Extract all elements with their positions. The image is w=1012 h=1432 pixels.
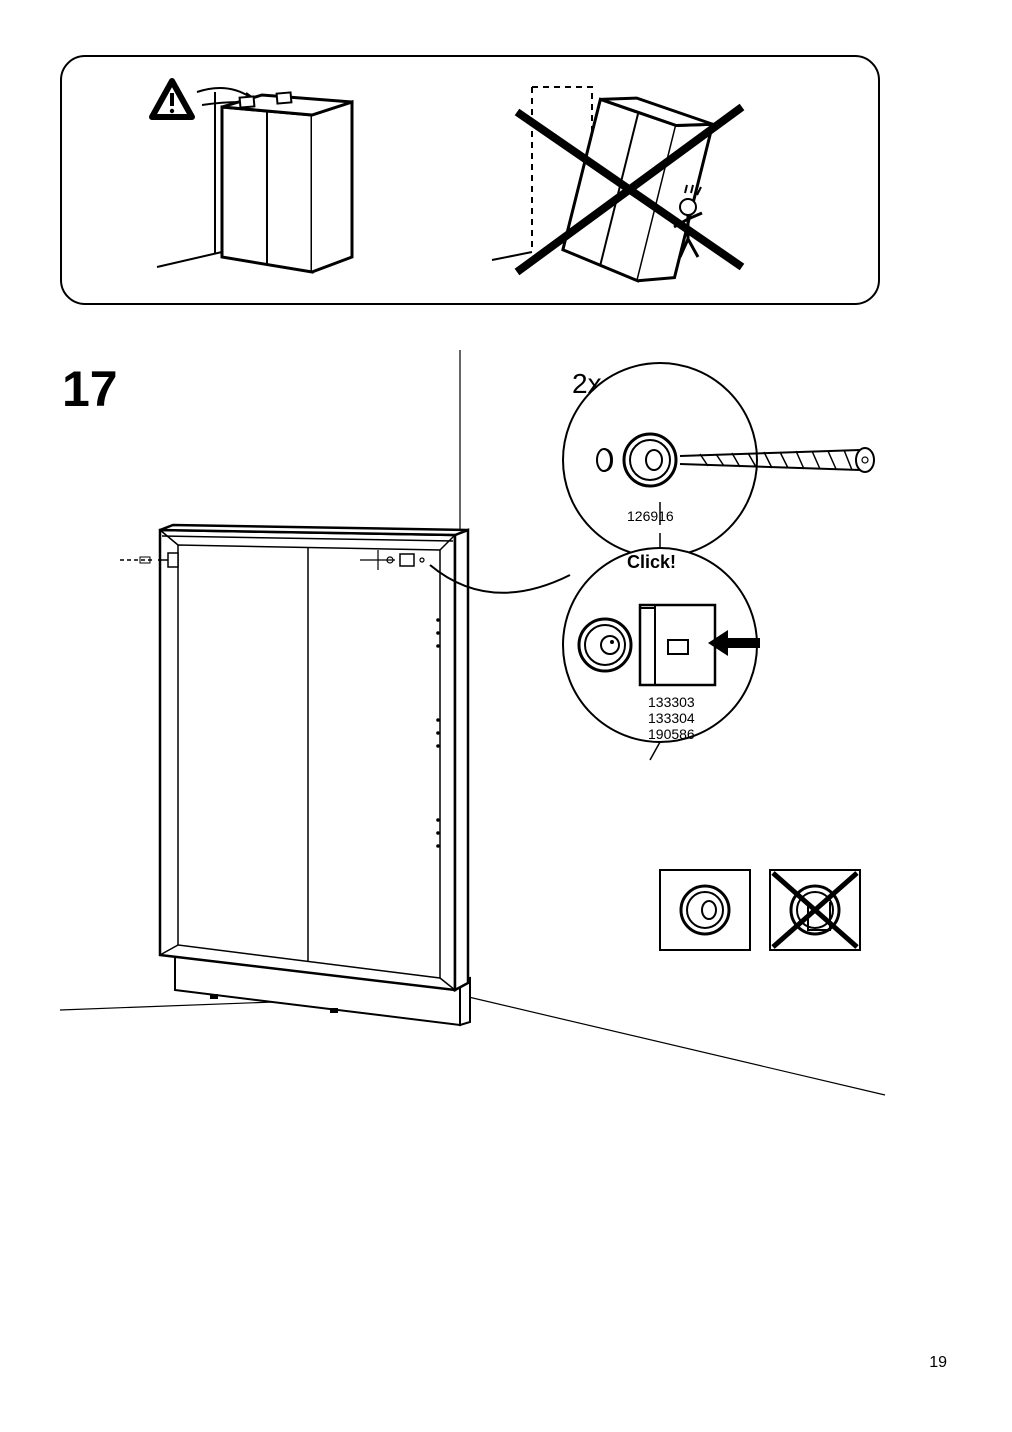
tipping-cabinet-illustration	[492, 87, 742, 289]
warning-triangle-icon	[152, 81, 192, 117]
warning-box	[60, 55, 880, 305]
page-number: 19	[929, 1354, 947, 1372]
click-label: Click!	[627, 552, 676, 573]
step-illustration	[60, 350, 960, 1120]
part-number-cap: 126916	[627, 508, 674, 524]
warning-illustrations	[62, 57, 882, 307]
cabinet-illustration	[120, 525, 470, 1025]
part-numbers-bracket: 133303 133304 190586	[648, 694, 695, 742]
correct-incorrect-boxes	[660, 870, 860, 950]
